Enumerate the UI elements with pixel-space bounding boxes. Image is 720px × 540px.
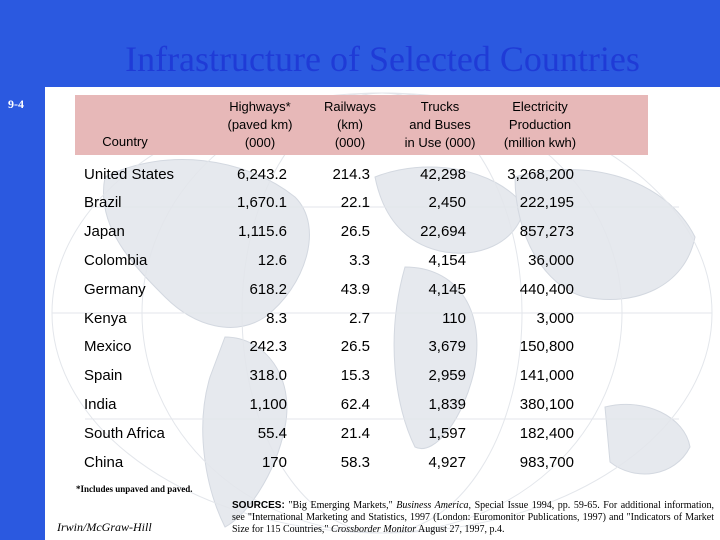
sources-label: SOURCES:: [232, 500, 285, 511]
cell-electricity: 983,700: [519, 454, 574, 471]
cell-railways: 214.3: [332, 166, 370, 183]
title-band: [45, 0, 720, 87]
header-railways: Railways (km) (000): [323, 99, 376, 150]
header-trucks: Trucks and Buses in Use (000): [404, 99, 476, 150]
page-title: Infrastructure of Selected Countries: [125, 39, 640, 79]
table-header: Country Highways* (paved km) (000) Railw…: [75, 95, 648, 155]
cell-highways: 12.6: [257, 252, 287, 269]
cell-highways: 8.3: [266, 310, 287, 327]
sources-text-1: "Big Emerging Markets,": [288, 500, 393, 511]
cell-country: Brazil: [84, 194, 122, 211]
header-country: Country: [102, 134, 148, 149]
header-highways: Highways* (paved km) (000): [227, 99, 293, 150]
cell-highways: 242.3: [249, 338, 287, 355]
table-row: Brazil 1,670.1 22.1 2,450 222,195: [0, 193, 720, 222]
cell-trucks: 110: [442, 310, 466, 327]
table-row: South Africa 55.4 21.4 1,597 182,400: [0, 424, 720, 453]
table-row: Kenya 8.3 2.7 110 3,000: [0, 309, 720, 338]
left-accent-bar: [0, 0, 45, 540]
cell-highways: 318.0: [249, 367, 287, 384]
cell-country: India: [84, 396, 117, 413]
table-row: India 1,100 62.4 1,839 380,100: [0, 395, 720, 424]
cell-highways: 1,100: [249, 396, 287, 413]
cell-railways: 26.5: [340, 338, 370, 355]
cell-railways: 62.4: [340, 396, 370, 413]
cell-railways: 22.1: [340, 194, 370, 211]
footnote: *Includes unpaved and paved.: [76, 484, 193, 494]
cell-trucks: 2,450: [428, 194, 466, 211]
cell-country: Japan: [84, 223, 125, 240]
cell-trucks: 1,839: [428, 396, 466, 413]
slide-number: 9-4: [8, 97, 24, 111]
cell-railways: 21.4: [340, 425, 370, 442]
cell-electricity: 141,000: [519, 367, 574, 384]
sources-text-3: August 27, 1997, p.4.: [418, 524, 505, 535]
sources-note: SOURCES: "Big Emerging Markets," Busines…: [232, 500, 714, 536]
cell-country: Colombia: [84, 252, 148, 269]
sources-publication-2: Crossborder Monitor: [330, 524, 417, 535]
cell-electricity: 222,195: [519, 194, 574, 211]
cell-trucks: 4,927: [428, 454, 466, 471]
cell-trucks: 3,679: [428, 338, 466, 355]
world-map-watermark: [51, 92, 713, 534]
cell-electricity: 150,800: [519, 338, 574, 355]
cell-highways: 6,243.2: [236, 166, 287, 183]
cell-electricity: 857,273: [519, 223, 574, 240]
cell-railways: 3.3: [349, 252, 370, 269]
cell-country: Germany: [84, 281, 146, 298]
cell-electricity: 3,268,200: [507, 166, 574, 183]
cell-railways: 15.3: [340, 367, 370, 384]
cell-railways: 2.7: [349, 310, 370, 327]
cell-highways: 1,670.1: [236, 194, 287, 211]
publisher-credit: Irwin/McGraw-Hill: [57, 520, 152, 534]
cell-railways: 58.3: [340, 454, 370, 471]
cell-highways: 618.2: [249, 281, 287, 298]
cell-trucks: 4,154: [428, 252, 466, 269]
table-row: Germany 618.2 43.9 4,145 440,400: [0, 280, 720, 309]
header-electricity: Electricity Production (million kwh): [503, 99, 577, 150]
cell-country: Mexico: [84, 338, 132, 355]
cell-electricity: 440,400: [519, 281, 574, 298]
cell-trucks: 42,298: [420, 166, 466, 183]
cell-country: South Africa: [84, 425, 165, 442]
cell-electricity: 36,000: [528, 252, 574, 269]
table-row: China 170 58.3 4,927 983,700: [0, 453, 720, 482]
table-row: United States 6,243.2 214.3 42,298 3,268…: [0, 165, 720, 194]
cell-highways: 55.4: [257, 425, 287, 442]
cell-railways: 26.5: [340, 223, 370, 240]
cell-electricity: 3,000: [536, 310, 574, 327]
cell-trucks: 4,145: [428, 281, 466, 298]
cell-trucks: 22,694: [420, 223, 466, 240]
table-row: Mexico 242.3 26.5 3,679 150,800: [0, 337, 720, 366]
sources-publication-1: Business America,: [396, 500, 472, 511]
cell-trucks: 1,597: [428, 425, 466, 442]
cell-country: Kenya: [84, 310, 127, 327]
table-row: Japan 1,115.6 26.5 22,694 857,273: [0, 222, 720, 251]
sources-text-2: Special Issue 1994, pp. 59-65. For addit…: [232, 500, 715, 535]
cell-railways: 43.9: [340, 281, 370, 298]
cell-highways: 170: [261, 454, 287, 471]
table-row: Spain 318.0 15.3 2,959 141,000: [0, 366, 720, 395]
table-row: Colombia 12.6 3.3 4,154 36,000: [0, 251, 720, 280]
cell-country: Spain: [84, 367, 123, 384]
cell-country: United States: [84, 166, 175, 183]
cell-electricity: 380,100: [519, 396, 574, 413]
cell-trucks: 2,959: [428, 367, 466, 384]
cell-country: China: [84, 454, 124, 471]
cell-highways: 1,115.6: [238, 223, 287, 240]
cell-electricity: 182,400: [519, 425, 574, 442]
